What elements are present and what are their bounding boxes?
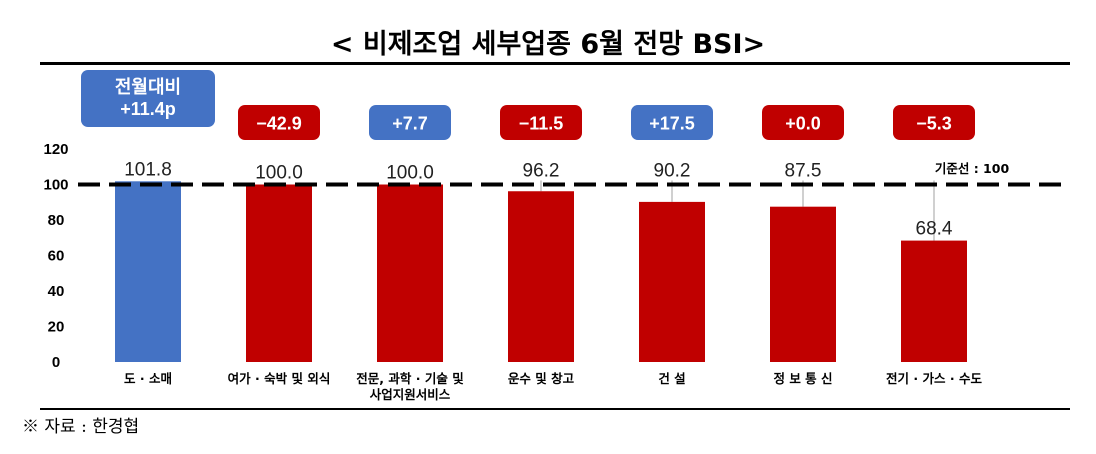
source-note: ※ 자료 : 한경협 [22,417,140,437]
change-badge-text: −5.3 [916,114,952,134]
y-tick-label: 80 [48,212,65,229]
bar [901,240,967,362]
bar [770,206,836,362]
bar [115,181,181,362]
bar [639,201,705,362]
category-label: 전문, 과학 · 기술 및 [356,371,463,386]
y-tick-label: 120 [43,141,68,158]
y-tick-label: 0 [52,354,60,371]
bar [377,184,443,362]
change-badge-text: 전월대비 [115,77,181,97]
change-badge [762,105,844,140]
category-label: 전기 · 가스 · 수도 [886,371,982,386]
y-tick-label: 20 [48,319,65,336]
bar [508,191,574,362]
change-badge [893,105,975,140]
bar [246,184,312,362]
value-label: 87.5 [785,161,822,182]
y-tick-label: 40 [48,283,65,300]
change-badge-text: −42.9 [256,114,302,134]
category-label: 운수 및 창고 [508,371,575,386]
change-badge-text: +0.0 [785,114,821,134]
change-badge-text: +17.5 [649,114,695,134]
category-label: 도 · 소매 [124,371,172,386]
bottom-rule [40,408,1070,410]
change-badge [81,70,215,127]
chart-title: < 비제조업 세부업종 6월 전망 BSI> [330,29,766,60]
change-badge [631,105,713,140]
change-badge [238,105,320,140]
y-tick-label: 60 [48,248,65,265]
change-badge-text: +11.4p [120,99,176,119]
value-label: 100.0 [255,163,303,184]
value-label: 68.4 [916,219,953,240]
category-label: 건 설 [658,371,685,386]
category-label: 사업지원서비스 [370,387,451,402]
category-label: 여가 · 숙박 및 외식 [228,371,331,386]
change-badge-text: +7.7 [392,114,428,134]
top-rule [40,62,1070,65]
value-label: 100.0 [386,163,434,184]
change-badge-text: −11.5 [519,114,564,134]
reference-line-label: 기준선 : 100 [935,161,1010,176]
value-label: 90.2 [654,161,691,182]
change-badge [369,105,451,140]
category-label: 정 보 통 신 [773,371,832,386]
value-label: 101.8 [124,159,172,180]
change-badge [500,105,582,140]
y-tick-label: 100 [43,177,68,194]
value-label: 96.2 [523,161,560,182]
